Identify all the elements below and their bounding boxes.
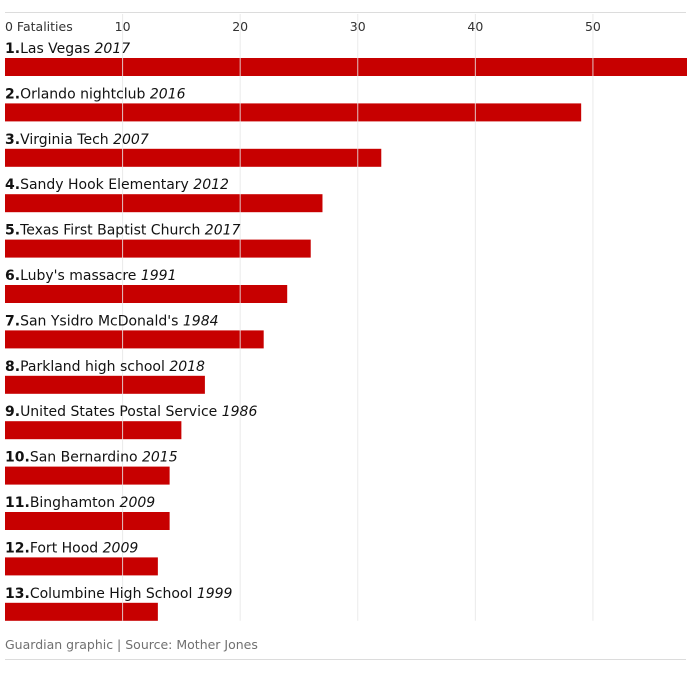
category-rank: 3. — [5, 132, 20, 148]
bar-13 — [5, 602, 158, 621]
category-label-13: 13.Columbine High School 1999 — [5, 586, 233, 602]
category-label-3: 3.Virginia Tech 2007 — [5, 132, 149, 148]
x-axis-ticks: 0 Fatalities 10 20 30 40 50 — [5, 19, 601, 34]
category-year: 1999 — [197, 586, 233, 602]
bar-1 — [5, 58, 687, 76]
category-labels: 1.Las Vegas 2017 2.Orlando nightclub 2016… — [5, 41, 257, 602]
category-year: 2017 — [95, 41, 131, 57]
category-label-6: 6.Luby's massacre 1991 — [5, 268, 177, 284]
category-name: Luby's massacre — [20, 268, 141, 284]
category-label-8: 8.Parkland high school 2018 — [5, 359, 205, 375]
category-label-5: 5.Texas First Baptist Church 2017 — [5, 223, 241, 239]
category-label-9: 9.United States Postal Service 1986 — [5, 404, 257, 420]
bar-2 — [5, 103, 582, 122]
tick-label-50: 50 — [585, 19, 601, 34]
category-label-2: 2.Orlando nightclub 2016 — [5, 86, 186, 102]
category-rank: 11. — [5, 495, 30, 511]
category-label-11: 11.Binghamton 2009 — [5, 495, 155, 511]
bar-3 — [5, 148, 382, 167]
bar-7 — [5, 330, 264, 349]
category-year: 1986 — [222, 404, 258, 420]
category-rank: 5. — [5, 223, 20, 239]
category-name: Sandy Hook Elementary — [20, 177, 193, 193]
tick-label-10: 10 — [115, 19, 131, 34]
tick-label-30: 30 — [350, 19, 366, 34]
category-year: 1984 — [183, 313, 219, 329]
bar-4 — [5, 194, 323, 213]
category-name: Orlando nightclub — [20, 86, 150, 102]
category-year: 2012 — [193, 177, 229, 193]
category-rank: 10. — [5, 450, 30, 466]
category-year: 1991 — [141, 268, 177, 284]
category-name: Virginia Tech — [20, 132, 113, 148]
category-rank: 1. — [5, 41, 20, 57]
gridlines — [122, 14, 594, 621]
category-name: Parkland high school — [20, 359, 169, 375]
tick-label-0: 0 Fatalities — [5, 19, 73, 34]
category-rank: 6. — [5, 268, 20, 284]
category-year: 2015 — [142, 450, 178, 466]
bar-10 — [5, 466, 170, 485]
category-rank: 13. — [5, 586, 30, 602]
category-rank: 8. — [5, 359, 20, 375]
bar-9 — [5, 421, 182, 440]
category-label-1: 1.Las Vegas 2017 — [5, 41, 130, 57]
bar-12 — [5, 557, 158, 576]
category-name: Fort Hood — [30, 540, 103, 556]
category-rank: 7. — [5, 313, 20, 329]
top-rule — [5, 12, 686, 13]
category-name: Columbine High School — [30, 586, 197, 602]
category-rank: 2. — [5, 86, 20, 102]
category-label-12: 12.Fort Hood 2009 — [5, 540, 138, 556]
category-year: 2009 — [120, 495, 156, 511]
bar-chart: 0 Fatalities 10 20 30 40 50 1.Las Vegas 2017 2.… — [5, 14, 687, 621]
category-rank: 4. — [5, 177, 20, 193]
category-year: 2018 — [169, 359, 205, 375]
category-name: San Ysidro McDonald's — [20, 313, 183, 329]
category-rank: 12. — [5, 540, 30, 556]
category-label-4: 4.Sandy Hook Elementary 2012 — [5, 177, 229, 193]
category-name: Las Vegas — [20, 41, 94, 57]
category-year: 2016 — [150, 86, 186, 102]
bar-11 — [5, 512, 170, 530]
chart-source: Guardian graphic | Source: Mother Jones — [5, 637, 258, 652]
tick-label-20: 20 — [232, 19, 248, 34]
bar-6 — [5, 285, 288, 303]
category-year: 2007 — [113, 132, 149, 148]
category-label-10: 10.San Bernardino 2015 — [5, 450, 178, 466]
category-label-7: 7.San Ysidro McDonald's 1984 — [5, 313, 219, 329]
category-year: 2017 — [205, 223, 241, 239]
bar-5 — [5, 239, 311, 258]
bar-8 — [5, 375, 205, 394]
category-name: United States Postal Service — [20, 404, 222, 420]
bottom-rule — [5, 659, 686, 660]
bars — [5, 58, 687, 621]
category-name: San Bernardino — [30, 450, 142, 466]
category-name: Texas First Baptist Church — [19, 223, 205, 239]
category-rank: 9. — [5, 404, 20, 420]
tick-label-40: 40 — [467, 19, 483, 34]
category-year: 2009 — [103, 540, 139, 556]
category-name: Binghamton — [30, 495, 120, 511]
